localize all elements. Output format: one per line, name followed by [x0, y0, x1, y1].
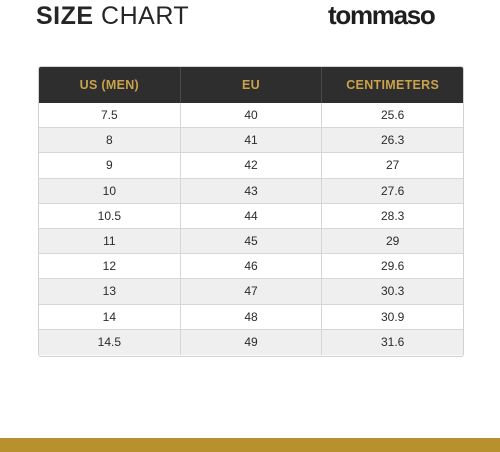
- cell-eu: 48: [181, 304, 323, 329]
- cell-us: 8: [39, 128, 181, 153]
- cell-eu: 40: [181, 103, 323, 128]
- page-title-light: CHART: [101, 2, 190, 30]
- cell-us: 10.5: [39, 203, 181, 228]
- size-table: US (MEN) EU CENTIMETERS 7.5 40 25.6 8 41…: [38, 66, 464, 357]
- table-row: 10.5 44 28.3: [39, 203, 463, 229]
- table-row: 10 43 27.6: [39, 178, 463, 204]
- cell-eu: 43: [181, 178, 323, 203]
- table-row: 11 45 29: [39, 228, 463, 255]
- cell-eu: 42: [181, 153, 323, 178]
- cell-us: 11: [39, 228, 181, 254]
- page-title: SIZE CHART: [36, 1, 189, 31]
- cell-cm: 30.9: [381, 309, 405, 324]
- cell-cm: 26.3: [381, 133, 405, 148]
- column-header-eu: EU: [181, 67, 323, 103]
- cell-cm: 27: [386, 158, 400, 173]
- cell-eu: 45: [181, 228, 323, 254]
- cell-us: 14: [39, 304, 181, 329]
- cell-cm: 29: [386, 234, 400, 249]
- table-row: 14 48 30.9: [39, 304, 463, 330]
- brand-logo: tommaso: [328, 0, 436, 30]
- cell-us: 12: [39, 254, 181, 279]
- table-body: 7.5 40 25.6 8 41 26.3 9 42 27 10 43 27.6…: [39, 103, 463, 355]
- table-row: 12 46 29.6: [39, 254, 463, 280]
- cell-eu: 47: [181, 279, 323, 304]
- cell-cm: 31.6: [381, 335, 405, 350]
- column-header-us: US (MEN): [39, 67, 181, 103]
- table-header: US (MEN) EU CENTIMETERS: [39, 67, 463, 103]
- cell-us: 14.5: [39, 329, 181, 355]
- table-row: 14.5 49 31.6: [39, 329, 463, 355]
- table-row: 8 41 26.3: [39, 128, 463, 154]
- cell-eu: 41: [181, 128, 323, 153]
- cell-cm: 29.6: [381, 259, 405, 274]
- cell-us: 10: [39, 178, 181, 203]
- column-header-cm: CENTIMETERS: [346, 78, 440, 92]
- cell-us: 7.5: [39, 103, 181, 128]
- cell-cm: 28.3: [381, 208, 405, 223]
- table-row: 13 47 30.3: [39, 279, 463, 305]
- cell-us: 9: [39, 153, 181, 178]
- cell-eu: 44: [181, 203, 323, 228]
- page-title-bold: SIZE: [36, 2, 94, 30]
- table-row: 9 42 27: [39, 153, 463, 179]
- cell-eu: 49: [181, 329, 323, 355]
- cell-cm: 30.3: [381, 284, 405, 299]
- table-row: 7.5 40 25.6: [39, 103, 463, 129]
- cell-us: 13: [39, 279, 181, 304]
- accent-bar: [0, 438, 500, 452]
- cell-cm: 25.6: [381, 108, 405, 123]
- cell-eu: 46: [181, 254, 323, 279]
- cell-cm: 27.6: [381, 183, 405, 198]
